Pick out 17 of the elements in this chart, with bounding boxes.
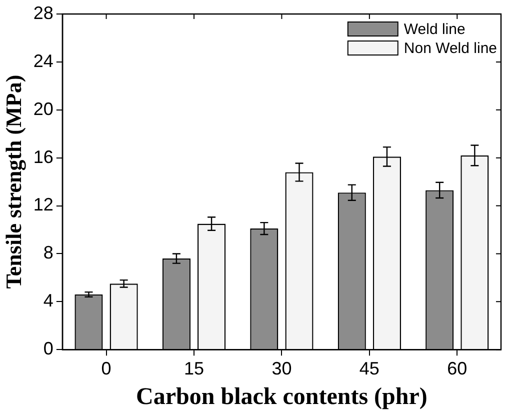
y-tick-label: 4 (43, 290, 54, 311)
x-tick-label: 0 (101, 358, 112, 378)
legend-label: Weld line (404, 21, 466, 38)
y-tick-label: 16 (33, 146, 54, 167)
y-axis-title: Tensile strength (MPa) (0, 74, 26, 289)
x-tick-label: 45 (359, 358, 380, 378)
x-tick-label: 15 (184, 358, 204, 378)
legend-label: Non Weld line (404, 40, 498, 58)
y-tick-label: 28 (33, 2, 54, 23)
y-tick-label: 8 (43, 242, 54, 263)
x-tick-label: 60 (447, 358, 468, 378)
y-tick-label: 0 (43, 338, 54, 359)
y-tick-label: 12 (33, 194, 54, 215)
x-tick-label: 30 (272, 358, 292, 378)
y-tick-label: 24 (33, 50, 54, 71)
y-tick-label: 20 (33, 98, 54, 119)
x-axis-title: Carbon black contents (phr) (136, 384, 428, 410)
